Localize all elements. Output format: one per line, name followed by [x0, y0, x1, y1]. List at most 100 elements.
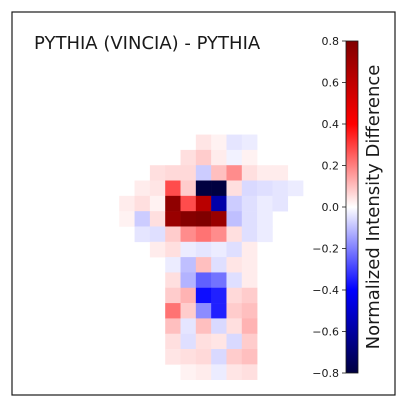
heatmap-cell	[226, 165, 243, 181]
heatmap-cell	[195, 303, 212, 319]
heatmap-cell	[195, 211, 212, 227]
heatmap-cell	[180, 333, 197, 350]
heatmap-cell	[272, 180, 289, 197]
heatmap-cell	[241, 165, 258, 181]
plot-frame	[11, 11, 396, 396]
heatmap-cell	[180, 195, 197, 212]
heatmap-cell	[195, 257, 212, 273]
heatmap-cell	[241, 211, 258, 227]
heatmap-cell	[211, 303, 227, 319]
heatmap-cell	[226, 241, 243, 258]
heatmap-cell	[119, 211, 135, 227]
heatmap-cell	[257, 195, 273, 212]
heatmap-cell	[180, 226, 197, 243]
heatmap-cell	[211, 226, 227, 243]
colorbar-tick-label: −0.6	[312, 326, 339, 339]
heatmap-cell	[134, 195, 151, 212]
heatmap-cell	[180, 318, 197, 335]
heatmap-cell	[226, 257, 243, 273]
heatmap-cell	[195, 318, 212, 335]
heatmap-cell	[165, 180, 181, 197]
heatmap-cell	[226, 333, 243, 350]
heatmap-cell	[195, 165, 212, 181]
heatmap-cell	[180, 349, 197, 365]
heatmap-cell	[165, 211, 181, 227]
heatmap-cells	[119, 134, 304, 380]
heatmap-cell	[241, 287, 258, 304]
colorbar-tick-label: −0.4	[312, 284, 339, 297]
heatmap-cell	[180, 180, 197, 197]
heatmap-cell	[257, 211, 273, 227]
heatmap-cell	[149, 226, 166, 243]
heatmap-cell	[195, 364, 212, 380]
heatmap-cell	[226, 149, 243, 166]
colorbar-tick-label: 0.8	[322, 35, 340, 48]
heatmap-cell	[195, 333, 212, 350]
chart-title: PYTHIA (VINCIA) - PYTHIA	[34, 33, 261, 54]
heatmap-cell	[165, 226, 181, 243]
colorbar-tick-label: −0.2	[312, 243, 339, 256]
heatmap-cell	[226, 318, 243, 335]
heatmap-cell	[165, 257, 181, 273]
heatmap-cell	[119, 195, 135, 212]
heatmap-cell	[165, 195, 181, 212]
heatmap-cell	[241, 257, 258, 273]
heatmap-cell	[241, 333, 258, 350]
heatmap-cell	[211, 318, 227, 335]
heatmap-cell	[195, 241, 212, 258]
heatmap-cell	[165, 287, 181, 304]
heatmap-cell	[226, 211, 243, 227]
heatmap-cell	[180, 272, 197, 289]
heatmap-cell	[257, 226, 273, 243]
heatmap-cell	[211, 134, 227, 151]
heatmap-cell	[211, 272, 227, 289]
heatmap-cell	[165, 303, 181, 319]
heatmap-cell	[241, 134, 258, 151]
heatmap-cell	[149, 180, 166, 197]
heatmap-cell	[195, 226, 212, 243]
heatmap-cell	[257, 180, 273, 197]
heatmap-cell	[180, 211, 197, 227]
heatmap-cell	[180, 257, 197, 273]
heatmap-cell	[226, 272, 243, 289]
heatmap-cell	[165, 272, 181, 289]
heatmap-cell	[241, 195, 258, 212]
heatmap-cell	[211, 257, 227, 273]
heatmap-cell	[149, 165, 166, 181]
heatmap-cell	[149, 241, 166, 258]
heatmap-cell	[211, 211, 227, 227]
heatmap-cell	[272, 165, 289, 181]
heatmap-cell	[211, 241, 227, 258]
heatmap-cell	[226, 180, 243, 197]
heatmap-cell	[195, 287, 212, 304]
heatmap-cell	[180, 165, 197, 181]
heatmap-cell	[180, 364, 197, 380]
heatmap-cell	[134, 211, 151, 227]
heatmap-cell	[195, 195, 212, 212]
heatmap-cell	[211, 149, 227, 166]
heatmap-cell	[241, 303, 258, 319]
heatmap-cell	[195, 134, 212, 151]
heatmap-cell	[257, 165, 273, 181]
heatmap-cell	[226, 364, 243, 380]
heatmap-cell	[165, 165, 181, 181]
colorbar-tick-label: 0.6	[322, 77, 340, 90]
heatmap-cell	[180, 287, 197, 304]
heatmap-cell	[134, 180, 151, 197]
heatmap-cell	[226, 226, 243, 243]
heatmap-cell	[272, 195, 289, 212]
heatmap-cell	[211, 287, 227, 304]
heatmap-cell	[195, 149, 212, 166]
heatmap-cell	[241, 349, 258, 365]
heatmap-cell	[180, 303, 197, 319]
heatmap-cell	[195, 349, 212, 365]
heatmap-cell	[241, 149, 258, 166]
colorbar-label: Normalized Intensity Difference	[363, 65, 384, 350]
heatmap-cell	[165, 241, 181, 258]
heatmap-cell	[149, 195, 166, 212]
colorbar-tick-label: 0.0	[322, 201, 340, 214]
heatmap-cell	[211, 165, 227, 181]
heatmap-cell	[165, 318, 181, 335]
colorbar-tick-label: 0.4	[322, 118, 340, 131]
heatmap-cell	[211, 364, 227, 380]
